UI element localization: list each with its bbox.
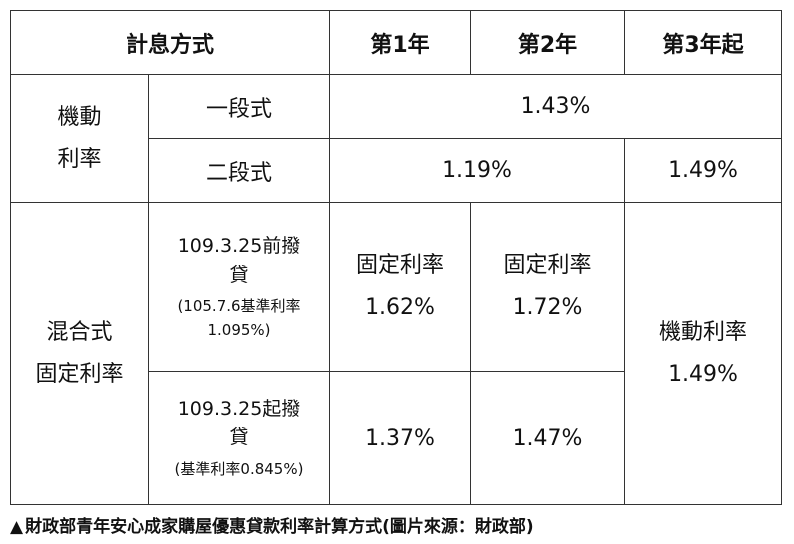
- before-label-line1: 109.3.25前撥: [177, 235, 301, 258]
- mixed-y3-type: 機動利率: [659, 319, 748, 345]
- after-date-cell: 109.3.25起撥 貸 (基準利率0.845%): [147, 371, 331, 505]
- two-stage-row: 二段式 1.19% 1.49%: [11, 138, 783, 203]
- before-note-line1: (105.7.6基準利率: [177, 297, 301, 316]
- before-note-line2: 1.095%): [207, 320, 271, 339]
- mixed-group-line1: 混合式: [46, 319, 113, 345]
- floating-group-line2: 利率: [57, 146, 102, 172]
- header-row: 計息方式 第1年 第2年 第3年起: [9, 10, 783, 75]
- one-stage-row: 機動 利率 一段式 1.43%: [10, 74, 783, 203]
- mixed-year3-cell: 機動利率 1.49%: [624, 202, 783, 505]
- before-label-line2: 貸: [229, 263, 249, 286]
- one-stage-label: 一段式: [147, 74, 331, 139]
- figure-caption: ▲ 財政部青年安心成家購屋優惠貸款利率計算方式(圖片來源：財政部): [10, 512, 534, 537]
- before-date-cell: 109.3.25前撥 貸 (105.7.6基準利率 1.095%): [147, 202, 331, 372]
- after-y1-rate: 1.37%: [329, 371, 472, 505]
- caption-text: 財政部青年安心成家購屋優惠貸款利率計算方式(圖片來源：財政部): [25, 517, 534, 537]
- mixed-group-line2: 固定利率: [35, 361, 124, 387]
- before-note: (105.7.6基準利率 1.095%): [149, 295, 329, 342]
- header-method: 計息方式: [9, 10, 331, 75]
- floating-rate-group-label: 機動 利率: [10, 74, 149, 203]
- mixed-after-row: 109.3.25起撥 貸 (基準利率0.845%) 1.37% 1.47%: [11, 371, 782, 505]
- two-stage-rate-y3: 1.49%: [624, 138, 783, 203]
- one-stage-rate: 1.43%: [329, 74, 783, 139]
- before-year1-cell: 固定利率 1.62%: [329, 202, 472, 372]
- mixed-rate-group-label: 混合式 固定利率: [10, 202, 149, 505]
- before-y2-rate: 1.72%: [512, 295, 583, 320]
- two-stage-rate-y1-y2: 1.19%: [329, 138, 626, 203]
- mixed-before-row: 混合式 固定利率 109.3.25前撥 貸 (105.7.6基準利率 1.095…: [10, 202, 783, 505]
- after-note: (基準利率0.845%): [174, 459, 304, 478]
- after-y2-rate: 1.47%: [470, 371, 626, 505]
- header-year3: 第3年起: [624, 10, 783, 75]
- floating-group-line1: 機動: [57, 104, 102, 130]
- rate-table-container: 計息方式 第1年 第2年 第3年起 機動 利率 一段式 1.43% 二段式 1.…: [9, 10, 783, 505]
- loan-rate-table: 計息方式 第1年 第2年 第3年起 機動 利率 一段式 1.43% 二段式 1.…: [9, 10, 783, 505]
- two-stage-label: 二段式: [147, 138, 331, 203]
- header-year2: 第2年: [470, 10, 626, 75]
- before-y1-type: 固定利率: [356, 253, 445, 279]
- mixed-y3-rate: 1.49%: [668, 361, 738, 387]
- after-label-line2: 貸: [229, 426, 249, 449]
- triangle-icon: ▲: [10, 517, 24, 537]
- before-year2-cell: 固定利率 1.72%: [470, 202, 626, 372]
- before-y1-rate: 1.62%: [365, 295, 435, 320]
- header-year1: 第1年: [329, 10, 472, 75]
- before-y2-type: 固定利率: [503, 253, 592, 279]
- after-label-line1: 109.3.25起撥: [177, 397, 301, 420]
